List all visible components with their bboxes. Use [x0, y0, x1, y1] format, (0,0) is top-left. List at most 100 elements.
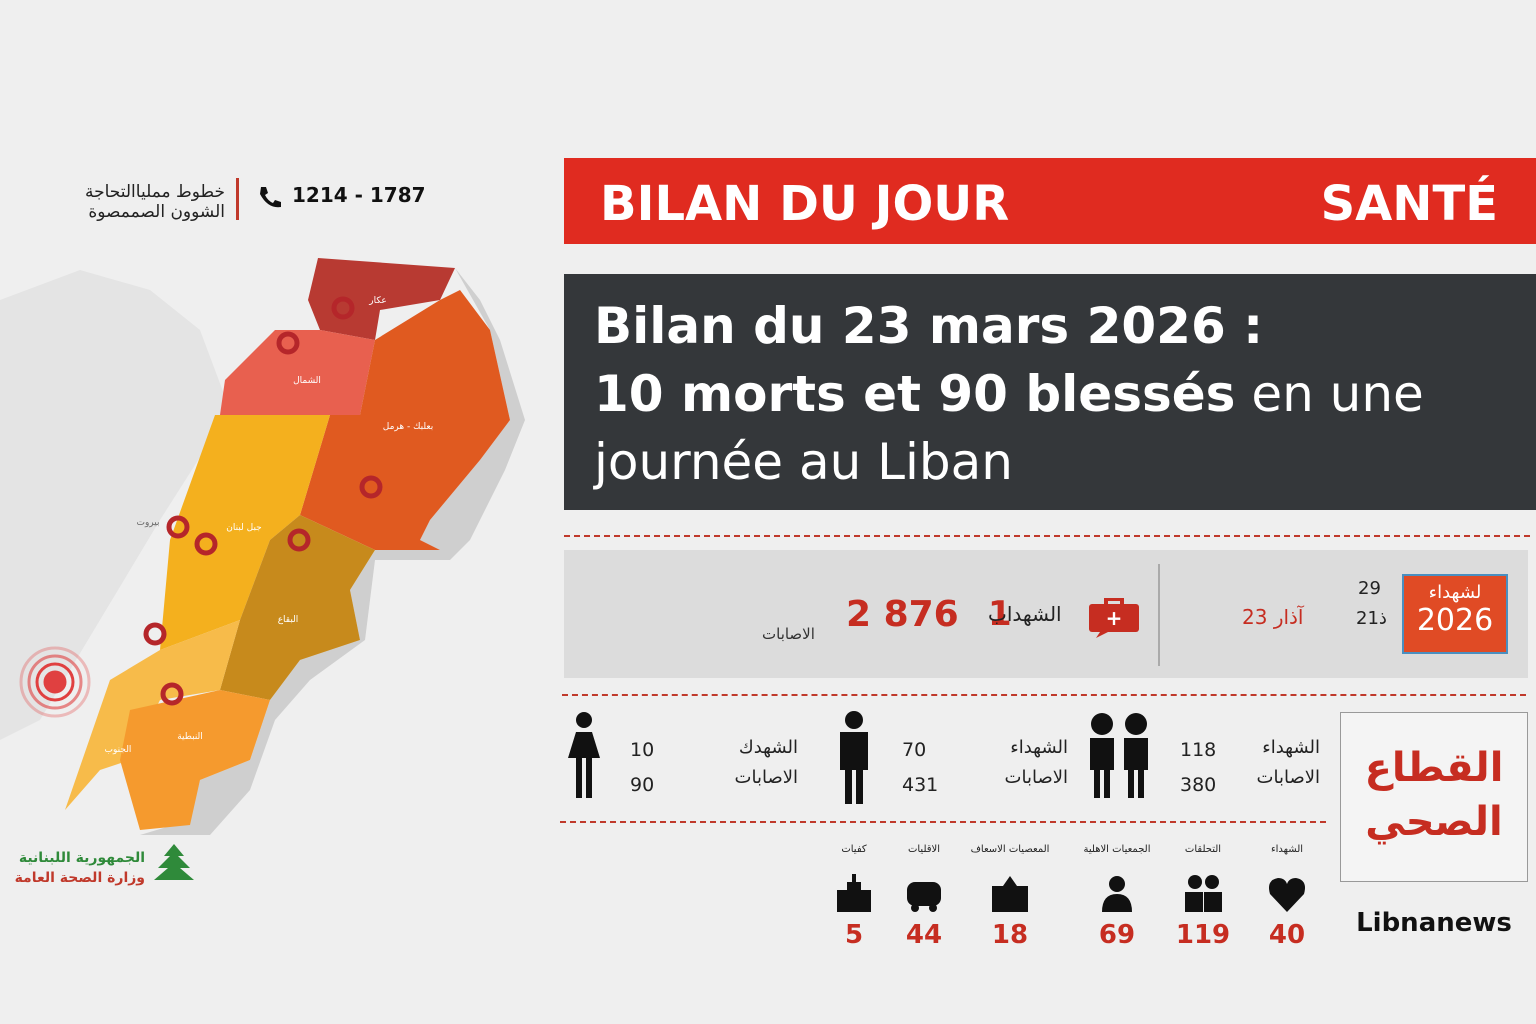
region-mount-lebanon — [160, 415, 330, 650]
demo-values: 10 90 — [630, 733, 654, 803]
demo-martyrs: 70 — [902, 739, 927, 761]
facility-icon — [1269, 878, 1305, 912]
separator — [560, 821, 1326, 823]
martyrs-value: 1 — [988, 594, 1012, 634]
demo-martyrs: 10 — [630, 739, 655, 761]
demo-martyrs-label: الشهداء — [1010, 737, 1068, 758]
date-small: 29 — [1358, 578, 1381, 599]
demo-injured: 431 — [902, 774, 939, 796]
facility-value: 5 — [844, 920, 864, 950]
medkit-icon: + — [1089, 598, 1139, 638]
separator — [562, 694, 1526, 696]
demo-martyrs-label: الشهداء — [1262, 737, 1320, 758]
region-label: الشمال — [293, 376, 321, 386]
map-background — [0, 270, 230, 740]
facility-value: 18 — [991, 920, 1029, 950]
region-north — [220, 330, 375, 415]
contact: خطوط مملياالتحاجة الشوون الصممصوة — [40, 182, 225, 222]
banner: BILAN DU JOUR SANTÉ — [564, 158, 1536, 244]
facility-label: كفيات — [841, 844, 867, 855]
region-akkar — [308, 258, 455, 340]
region-label: البقاع — [278, 615, 299, 625]
injured-value: 2 876 — [846, 594, 959, 635]
demo-martyrs: 118 — [1180, 739, 1217, 761]
map: عكار الشمال بعلبك - هرمل جبل لبنان البقا… — [0, 258, 525, 835]
demo-labels: الشهداء الاصابات — [1206, 733, 1320, 793]
region-baalbek — [300, 290, 510, 550]
demo-injured: 380 — [1180, 774, 1217, 796]
martyrs-label: الشهداب — [988, 602, 1062, 626]
sector-line: الصحي — [1365, 799, 1503, 845]
person-icon — [840, 711, 868, 804]
demo-injured: 90 — [630, 774, 655, 796]
map-border — [140, 268, 525, 835]
facility-icon — [1185, 875, 1222, 912]
region-bekaa — [220, 515, 375, 700]
demo-injured-label: الاصابات — [1004, 767, 1068, 788]
year-badge: لشهداء 2026 — [1402, 574, 1508, 654]
pulse — [19, 646, 91, 718]
facility-label: الجمعيات الاهلية — [1083, 844, 1151, 855]
demo-values: 118 380 — [1180, 733, 1216, 803]
facility-label: المعصيات الاسعاف — [970, 844, 1050, 855]
facility-value: 40 — [1268, 920, 1306, 950]
region-label: النبطية — [177, 732, 203, 742]
facility-label: التحلقات — [1184, 844, 1222, 855]
region-label: جبل لبنان — [226, 523, 261, 533]
region-label: بيروت — [136, 518, 159, 528]
logo-line: الجمهورية اللبنانية — [18, 850, 145, 866]
logo: الجمهورية اللبنانية وزارة الصحة العامة — [10, 848, 145, 888]
badge-year: 2026 — [1416, 603, 1494, 638]
facility-value: 44 — [905, 920, 943, 950]
sector-line: القطاع — [1364, 745, 1504, 791]
region-labels: عكار الشمال بعلبك - هرمل جبل لبنان البقا… — [105, 296, 434, 755]
headline-line: journée au Liban — [594, 433, 1013, 491]
region-nabatieh — [120, 690, 270, 830]
logo-line: وزارة الصحة العامة — [14, 870, 145, 886]
phone-icon — [260, 187, 281, 208]
date: 23 آذار — [1242, 605, 1304, 629]
headline-bold: 10 morts et 90 blessés — [594, 365, 1236, 423]
facility-label: الشهداء — [1270, 844, 1304, 855]
map-markers — [143, 296, 383, 706]
divider — [236, 178, 239, 220]
facility-icon — [837, 874, 871, 912]
headline-rest: en une — [1251, 365, 1424, 423]
svg-text:+: + — [1106, 606, 1123, 630]
facility-icon — [907, 882, 941, 912]
headline-line: Bilan du 23 mars 2026 : — [594, 297, 1264, 355]
facility-value: 119 — [1175, 920, 1231, 950]
headline-line: 10 morts et 90 blessés en une — [594, 360, 1424, 428]
facility-label: الاقليات — [907, 844, 941, 855]
injured-label: الاصابات — [762, 625, 815, 643]
cedar-icon — [154, 844, 194, 880]
contact-line: الشوون الصممصوة — [88, 202, 225, 222]
person-icon — [568, 712, 600, 798]
headline: Bilan du 23 mars 2026 : 10 morts et 90 b… — [594, 292, 1424, 496]
phone: 1214 - 1787 — [292, 183, 426, 207]
region-label: الجنوب — [105, 745, 132, 755]
facility-icon — [992, 876, 1028, 912]
region-label: بعلبك - هرمل — [383, 422, 433, 432]
separator — [564, 535, 1530, 537]
divider — [1158, 564, 1160, 666]
demo-injured-label: الاصابات — [1256, 767, 1320, 788]
demo-injured-label: الاصابات — [734, 767, 798, 788]
person-icon — [1090, 713, 1148, 798]
demo-labels: الشهدك الاصابات — [684, 733, 798, 793]
demo-martyrs-label: الشهدك — [738, 737, 798, 758]
facility-value: 69 — [1098, 920, 1136, 950]
summary-box: الاصابات 2 876 1 الشهداب + 23 آذار 29 2ذ… — [564, 550, 1528, 678]
banner-right: SANTÉ — [1320, 176, 1498, 232]
demo-values: 70 431 — [902, 733, 938, 803]
badge-label: لشهداء — [1428, 582, 1482, 603]
date-small: 2ذ1 — [1356, 608, 1387, 629]
sector-box: القطاع الصحي — [1340, 712, 1528, 882]
brand: Libnanews — [1356, 908, 1512, 938]
region-label: عكار — [368, 296, 386, 306]
demo-labels: الشهداء الاصابات — [954, 733, 1068, 793]
contact-line: خطوط مملياالتحاجة — [84, 182, 225, 202]
facility-icon — [1102, 876, 1132, 912]
headline-box: Bilan du 23 mars 2026 : 10 morts et 90 b… — [564, 274, 1536, 510]
